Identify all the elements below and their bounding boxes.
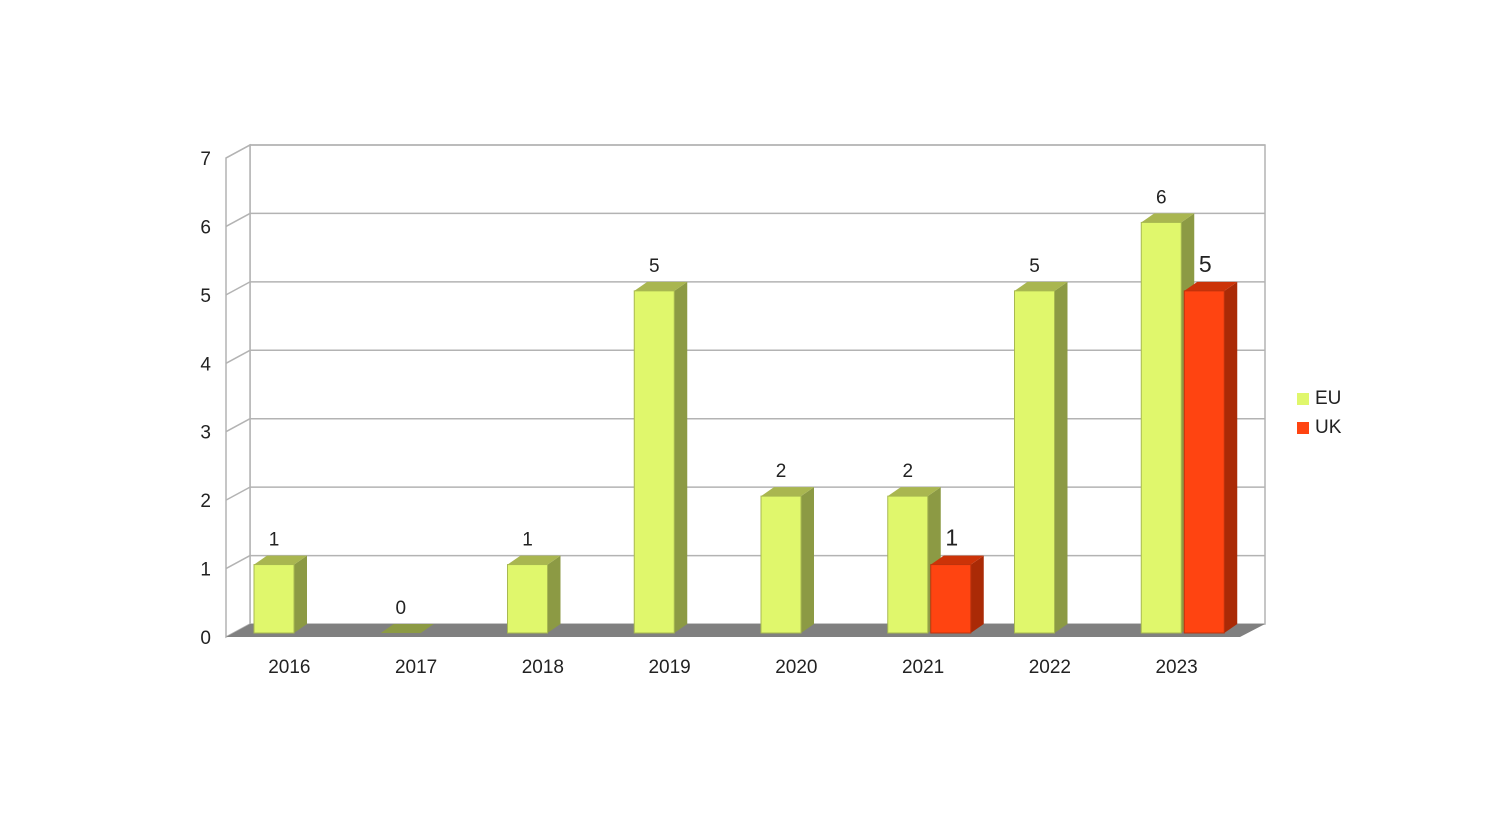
bar-side [1224, 281, 1238, 633]
bar-front [1140, 221, 1182, 634]
back-wall [249, 144, 1266, 625]
bar-front [507, 564, 548, 634]
bar-front [930, 564, 972, 634]
bar-side [294, 555, 307, 633]
x-tick-label: 2021 [902, 657, 944, 678]
bar-top [1184, 281, 1238, 291]
x-tick-label: 2022 [1029, 657, 1071, 678]
side-wall [225, 143, 251, 639]
x-tick-label: 2017 [395, 657, 437, 678]
gridline-side [225, 349, 251, 364]
data-label: 5 [649, 256, 660, 277]
legend-item-uk: UK [1297, 413, 1341, 442]
gridline-side [225, 554, 251, 570]
bar-top [1141, 213, 1195, 223]
bar-top [254, 555, 307, 565]
gridline-side [225, 212, 251, 228]
bar-front [887, 495, 929, 634]
data-label: 1 [945, 525, 958, 551]
data-label: 0 [395, 598, 406, 619]
chart-walls [225, 143, 1266, 639]
data-label: 1 [522, 530, 533, 551]
bar-side [801, 487, 814, 633]
legend-label-uk: UK [1315, 416, 1342, 438]
bar-front [1014, 290, 1055, 634]
y-tick-label: 6 [200, 217, 211, 238]
bar-top [634, 281, 688, 291]
chart-floor [226, 624, 1265, 637]
x-tick-label: 2019 [648, 657, 690, 678]
floor [226, 624, 1265, 637]
y-tick-label: 0 [200, 628, 211, 649]
bar-front [760, 495, 802, 634]
x-tick-label: 2020 [775, 657, 817, 678]
legend: EU UK [1297, 384, 1341, 442]
data-label: 2 [776, 461, 787, 482]
bar-top [930, 555, 984, 565]
gridline-side [225, 418, 251, 433]
bar-top [507, 555, 561, 565]
legend-swatch-eu [1297, 392, 1309, 405]
data-label: 5 [1199, 251, 1212, 277]
bars [253, 213, 1238, 634]
legend-item-eu: EU [1297, 384, 1341, 413]
bar-front [633, 290, 675, 634]
bar-top [761, 487, 814, 497]
bar-side [1054, 281, 1068, 633]
y-tick-label: 1 [200, 560, 211, 581]
y-tick-label: 5 [200, 286, 211, 307]
bar-uk-2023 [1183, 281, 1238, 634]
legend-swatch-uk [1297, 421, 1309, 434]
bar-side [547, 555, 561, 633]
y-tick-label: 7 [200, 149, 211, 170]
bar-eu-2016 [253, 555, 307, 634]
x-tick-label: 2023 [1155, 657, 1197, 678]
data-labels: 1 0 1 5 2 2 1 5 6 5 [269, 187, 1212, 619]
bar-eu-2018 [507, 555, 561, 634]
x-tick-label: 2016 [268, 657, 310, 678]
bar-eu-2020 [760, 487, 814, 634]
bar-side [674, 281, 688, 633]
bar-top [1014, 281, 1068, 291]
data-label: 5 [1029, 256, 1040, 277]
y-tick-label: 2 [200, 491, 211, 512]
bar-uk-2021 [930, 555, 984, 634]
data-label: 2 [902, 461, 913, 482]
bar-eu-2022 [1014, 281, 1068, 634]
bar-eu-2017 [380, 624, 434, 633]
gridlines [225, 144, 1265, 570]
data-label: 6 [1156, 187, 1167, 208]
y-tick-label: 3 [200, 423, 211, 444]
bar-front [253, 564, 295, 634]
x-tick-label: 2018 [522, 657, 564, 678]
bar-front [1183, 290, 1225, 634]
y-tick-label: 4 [200, 354, 211, 375]
y-axis-ticks: 0 1 2 3 4 5 6 7 [200, 149, 211, 649]
gridline-side [225, 486, 251, 501]
bar-flat [380, 624, 434, 633]
bar-top [887, 487, 941, 497]
gridline-side [225, 144, 251, 159]
legend-label-eu: EU [1315, 387, 1342, 409]
bar-eu-2019 [633, 281, 688, 634]
bar-side [970, 555, 984, 633]
gridline-side [225, 281, 251, 296]
x-axis-ticks: 2016 2017 2018 2019 2020 2021 2022 2023 [268, 657, 1198, 678]
data-label: 1 [269, 530, 280, 551]
